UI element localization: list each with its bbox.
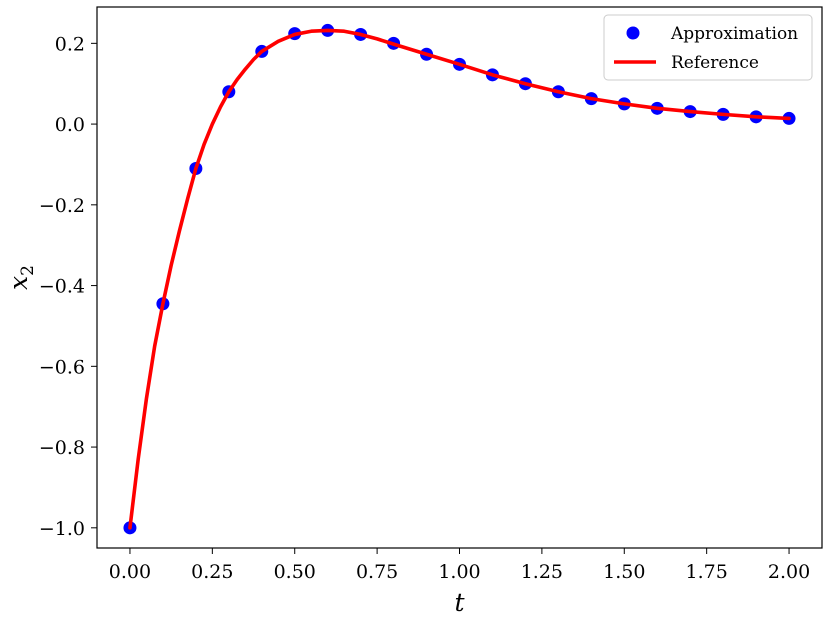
x-axis-label: t	[454, 588, 465, 617]
x-tick-label: 1.75	[686, 561, 728, 583]
x-tick-label: 2.00	[768, 561, 810, 583]
y-axis-label: x2	[4, 265, 38, 290]
series-line-reference	[128, 28, 791, 530]
x-tick-label: 1.50	[603, 561, 645, 583]
axes-frame	[96, 6, 823, 549]
x-tick-label: 0.75	[356, 561, 398, 583]
y-axis-label-subscript: 2	[18, 265, 38, 276]
x-tick-label: 0.50	[274, 561, 316, 583]
x-tick-label: 1.00	[438, 561, 480, 583]
y-tick-label: −0.4	[39, 276, 85, 298]
legend-marker-approximation	[626, 26, 640, 40]
y-tick-label: −0.2	[39, 195, 85, 217]
y-tick-label: −0.6	[39, 356, 85, 378]
y-axis-label-base: x	[4, 276, 33, 290]
legend-label: Approximation	[670, 24, 798, 44]
legend-label: Reference	[671, 53, 759, 73]
legend: Approximation Reference	[603, 14, 813, 81]
x-tick-label: 1.25	[521, 561, 563, 583]
x-tick-label: 0.00	[109, 561, 151, 583]
y-tick-label: 0.2	[55, 33, 85, 55]
y-tick-label: 0.0	[55, 114, 85, 136]
axes: 0.00 0.25 0.50 0.75 1.00 1.25 1.50 1.75 2.00 −1.0…	[4, 6, 823, 617]
x-tick-label: 0.25	[191, 561, 233, 583]
plot-area	[123, 23, 796, 535]
y-tick-label: −1.0	[39, 518, 85, 540]
y-tick-label: −0.8	[39, 437, 85, 459]
